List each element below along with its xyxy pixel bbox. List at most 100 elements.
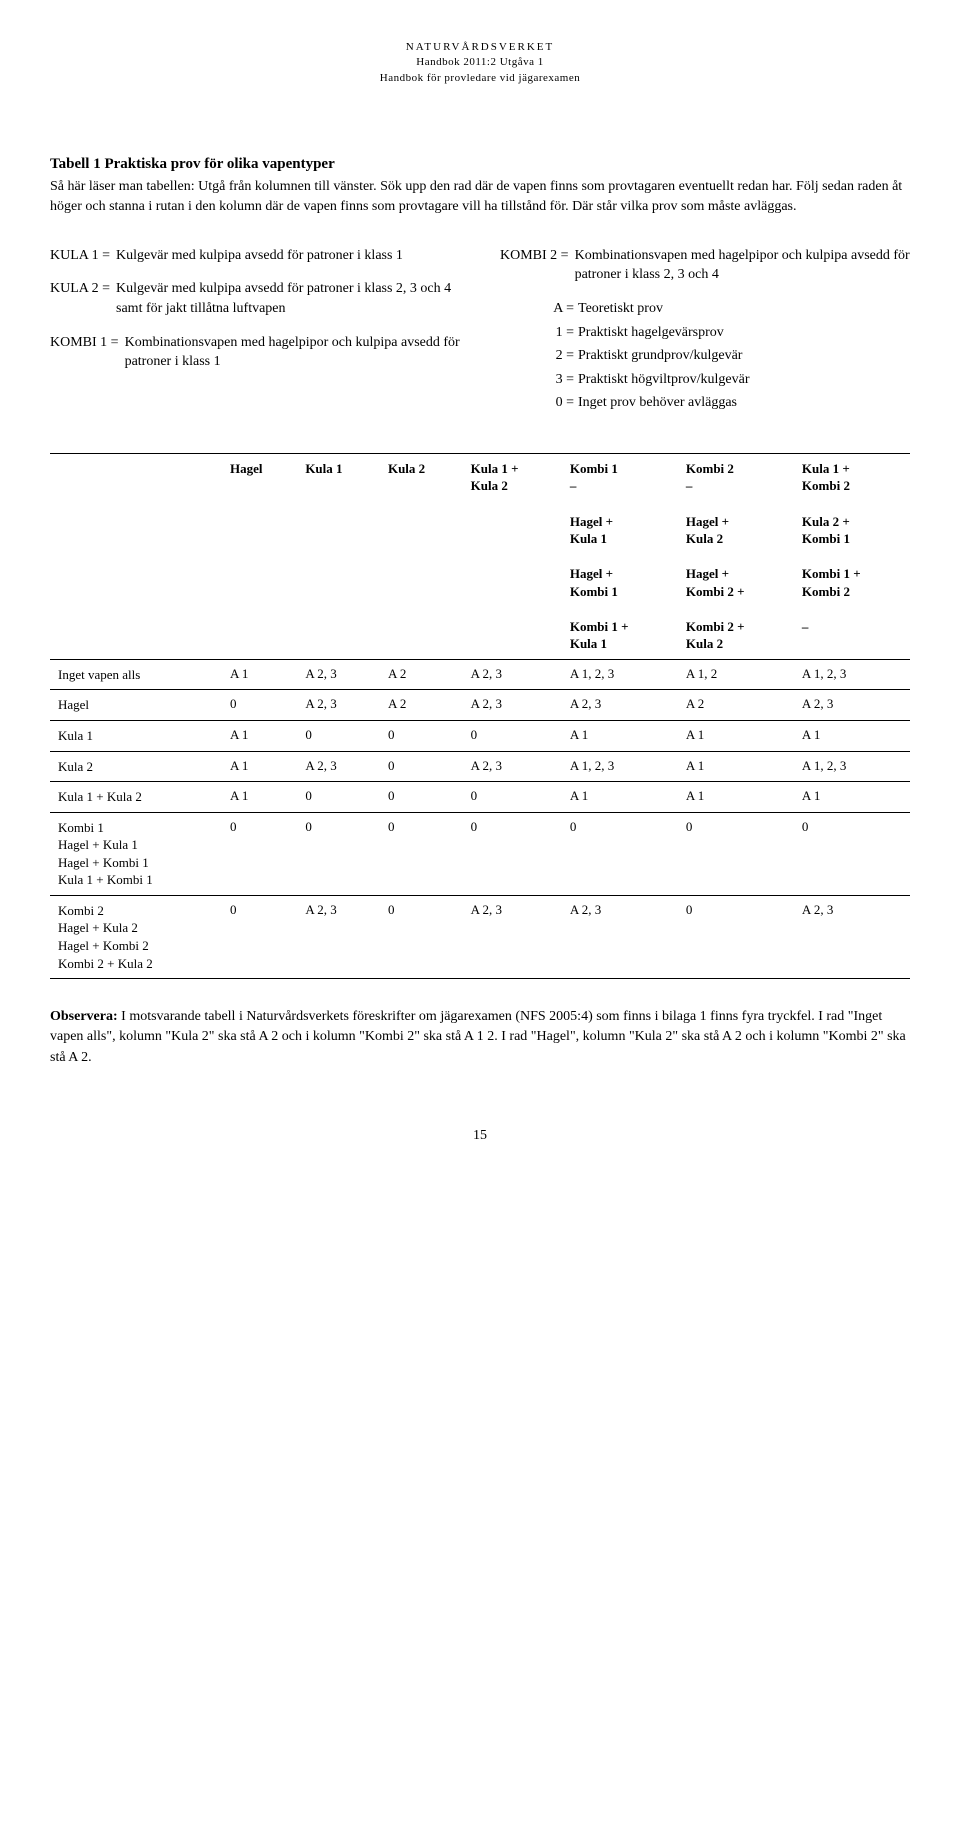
table-cell: 0 [380,895,463,978]
table-row: Kula 2A 1A 2, 30A 2, 3A 1, 2, 3A 1A 1, 2… [50,751,910,782]
table-cell: A 2 [678,690,794,721]
table-row: Hagel0A 2, 3A 2A 2, 3A 2, 3A 2A 2, 3 [50,690,910,721]
definition-item: KULA 1 =Kulgevär med kulpipa avsedd för … [50,246,460,266]
table-cell: 0 [463,812,562,895]
definition-item: KOMBI 1 =Kombinationsvapen med hagelpipo… [50,333,460,372]
legend-label: 0 = [540,393,578,413]
definition-label: KULA 1 = [50,246,116,266]
legend-label: 2 = [540,346,578,366]
table-cell: 0 [222,812,297,895]
table-row-head: Kula 1 + Kula 2 [50,782,222,813]
table-cell: 0 [380,721,463,752]
table-cell: A 2, 3 [794,895,910,978]
table-row: Kula 1A 1000A 1A 1A 1 [50,721,910,752]
definition-item: KULA 2 =Kulgevär med kulpipa avsedd för … [50,279,460,318]
table-cell: A 1 [562,782,678,813]
table-cell: 0 [678,812,794,895]
table-cell: A 1 [222,721,297,752]
table-header-cell: Kula 1 + Kombi 2 Kula 2 + Kombi 1 Kombi … [794,453,910,659]
legend-item: 1 =Praktiskt hagelgevärsprov [500,323,910,343]
table-row: Kombi 2 Hagel + Kula 2 Hagel + Kombi 2 K… [50,895,910,978]
table-cell: A 2, 3 [463,659,562,690]
table-cell: A 2, 3 [297,690,380,721]
table-row-head: Kula 1 [50,721,222,752]
definitions-right-column: KOMBI 2 = Kombinationsvapen med hagelpip… [500,246,910,417]
definition-label: KOMBI 1 = [50,333,125,372]
page-number: 15 [50,1128,910,1144]
table-cell: A 1 [678,721,794,752]
table-cell: A 1 [794,782,910,813]
table-header-row: HagelKula 1Kula 2Kula 1 + Kula 2Kombi 1 … [50,453,910,659]
definition-item: KOMBI 2 = Kombinationsvapen med hagelpip… [500,246,910,285]
table-cell: 0 [222,690,297,721]
definition-label: KULA 2 = [50,279,116,318]
definitions-left-column: KULA 1 =Kulgevär med kulpipa avsedd för … [50,246,460,417]
header-line-2: Handbok 2011:2 Utgåva 1 [50,55,910,70]
table-cell: A 1, 2, 3 [794,751,910,782]
table-cell: A 1, 2, 3 [562,751,678,782]
table-cell: A 2 [380,659,463,690]
table-row-head: Kombi 2 Hagel + Kula 2 Hagel + Kombi 2 K… [50,895,222,978]
table-cell: A 1 [562,721,678,752]
table-cell: A 1, 2, 3 [562,659,678,690]
legend-text: Praktiskt högviltprov/kulgevär [578,370,749,390]
table-cell: A 1 [222,782,297,813]
table-cell: 0 [794,812,910,895]
table-cell: A 1 [794,721,910,752]
header-line-3: Handbok för provledare vid jägarexamen [50,71,910,86]
table-row: Inget vapen allsA 1A 2, 3A 2A 2, 3A 1, 2… [50,659,910,690]
table-row-head: Inget vapen alls [50,659,222,690]
table-cell: A 2, 3 [794,690,910,721]
table-cell: 0 [297,721,380,752]
table-cell: A 1 [222,751,297,782]
table-header-cell: Kula 2 [380,453,463,659]
legend-label: A = [540,299,578,319]
definition-label: KOMBI 2 = [500,246,575,285]
legend-text: Inget prov behöver avläggas [578,393,737,413]
main-table: HagelKula 1Kula 2Kula 1 + Kula 2Kombi 1 … [50,453,910,979]
table-cell: 0 [380,751,463,782]
table-cell: 0 [297,812,380,895]
table-cell: 0 [678,895,794,978]
table-cell: A 1, 2 [678,659,794,690]
observera-text: I motsvarande tabell i Naturvårdsverkets… [50,1009,906,1065]
intro-paragraph: Så här läser man tabellen: Utgå från kol… [50,177,910,218]
observera-label: Observera: [50,1009,118,1024]
table-header-cell: Kula 1 [297,453,380,659]
table-row: Kombi 1 Hagel + Kula 1 Hagel + Kombi 1 K… [50,812,910,895]
table-cell: 0 [562,812,678,895]
legend-block: A =Teoretiskt prov 1 =Praktiskt hagelgevä… [500,299,910,413]
table-cell: 0 [380,812,463,895]
table-cell: A 2, 3 [463,690,562,721]
page-header: NATURVÅRDSVERKET Handbok 2011:2 Utgåva 1… [50,40,910,86]
legend-text: Praktiskt hagelgevärsprov [578,323,724,343]
table-cell: 0 [297,782,380,813]
definition-text: Kombinationsvapen med hagelpipor och kul… [575,246,910,285]
legend-item: A =Teoretiskt prov [500,299,910,319]
table-cell: 0 [463,721,562,752]
definition-text: Kulgevär med kulpipa avsedd för patroner… [116,246,403,266]
table-cell: A 2, 3 [463,751,562,782]
table-cell: A 2, 3 [562,690,678,721]
table-cell: A 1 [222,659,297,690]
table-cell: A 1 [678,782,794,813]
legend-text: Praktiskt grundprov/kulgevär [578,346,742,366]
table-cell: A 2, 3 [297,659,380,690]
table-header-cell: Hagel [222,453,297,659]
definition-text: Kulgevär med kulpipa avsedd för patroner… [116,279,460,318]
table-cell: A 1, 2, 3 [794,659,910,690]
table-cell: A 2, 3 [463,895,562,978]
table-row-head: Kula 2 [50,751,222,782]
table-cell: A 2, 3 [562,895,678,978]
table-cell: A 1 [678,751,794,782]
legend-item: 3 =Praktiskt högviltprov/kulgevär [500,370,910,390]
table-body: Inget vapen allsA 1A 2, 3A 2A 2, 3A 1, 2… [50,659,910,978]
legend-item: 0 =Inget prov behöver avläggas [500,393,910,413]
table-cell: 0 [380,782,463,813]
definitions-block: KULA 1 =Kulgevär med kulpipa avsedd för … [50,246,910,417]
table-cell: 0 [463,782,562,813]
table-cell: 0 [222,895,297,978]
legend-label: 1 = [540,323,578,343]
table-header-cell: Kula 1 + Kula 2 [463,453,562,659]
table-row-head: Kombi 1 Hagel + Kula 1 Hagel + Kombi 1 K… [50,812,222,895]
